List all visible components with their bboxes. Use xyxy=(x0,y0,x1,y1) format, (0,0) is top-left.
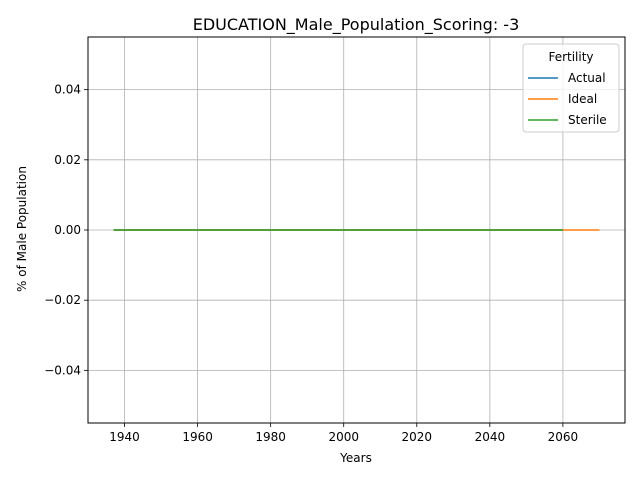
x-tick-label: 1980 xyxy=(255,430,286,444)
x-tick-label: 2060 xyxy=(548,430,579,444)
legend-box xyxy=(522,43,620,133)
x-tick-label: 2020 xyxy=(402,430,433,444)
x-tick-label: 2000 xyxy=(328,430,359,444)
y-tick-label: 0.02 xyxy=(54,153,81,167)
x-axis-ticks: 1940 1960 1980 2000 2020 2040 2060 xyxy=(109,423,578,444)
y-axis-ticks: −0.04 −0.02 0.00 0.02 0.04 xyxy=(44,83,88,377)
y-tick-label: −0.02 xyxy=(44,293,81,307)
legend: Fertility Actual Ideal Sterile xyxy=(522,43,620,133)
y-axis-label: % of Male Population xyxy=(15,166,29,292)
y-tick-label: 0.04 xyxy=(54,83,81,97)
x-axis-label: Years xyxy=(339,451,372,465)
legend-label-sterile: Sterile xyxy=(568,113,607,127)
x-tick-label: 2040 xyxy=(475,430,506,444)
legend-label-actual: Actual xyxy=(568,71,606,85)
chart-title: EDUCATION_Male_Population_Scoring: -3 xyxy=(193,15,520,35)
legend-label-ideal: Ideal xyxy=(568,92,597,106)
x-tick-label: 1940 xyxy=(109,430,140,444)
legend-title: Fertility xyxy=(548,50,593,64)
y-tick-label: 0.00 xyxy=(54,223,81,237)
x-tick-label: 1960 xyxy=(182,430,213,444)
legend-entries: Actual Ideal Sterile xyxy=(528,71,607,127)
y-tick-label: −0.04 xyxy=(44,363,81,377)
